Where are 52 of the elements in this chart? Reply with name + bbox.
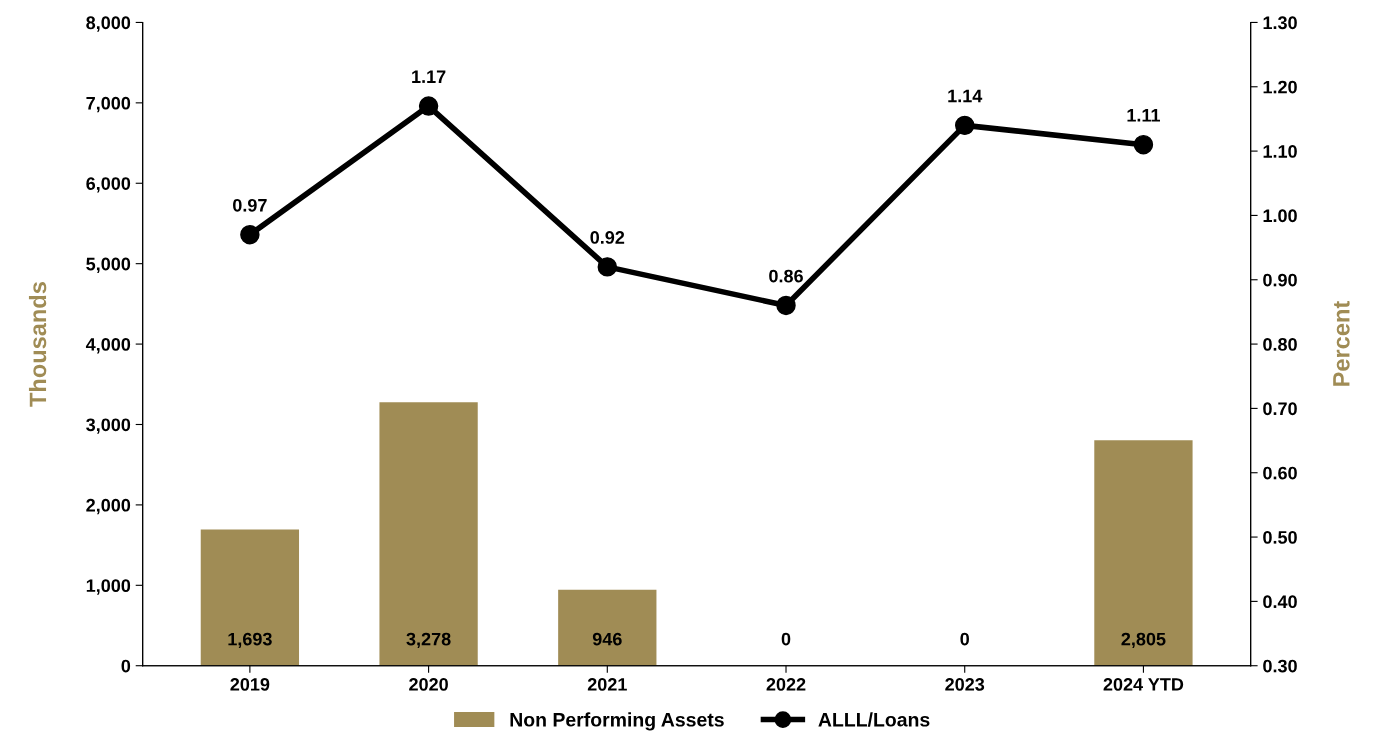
legend-label: ALLL/Loans xyxy=(818,712,930,727)
x-tick-label: 2022 xyxy=(766,678,806,691)
y2-tick-label: 1.20 xyxy=(1263,80,1297,94)
y2-tick-label: 0.70 xyxy=(1263,402,1297,416)
x-tick-label: 2024 YTD xyxy=(1103,678,1184,691)
y-axis-title: Thousands xyxy=(28,282,47,407)
point xyxy=(1133,134,1154,155)
point xyxy=(776,295,796,316)
y2-axis-title: Percent xyxy=(1333,301,1350,386)
y2-tick-label: 0.40 xyxy=(1263,595,1297,609)
legend-label: Non Performing Assets xyxy=(510,712,724,731)
bar xyxy=(379,402,478,666)
data-label: 0 xyxy=(781,632,791,646)
point xyxy=(954,115,975,136)
point xyxy=(240,224,260,245)
y2-tick-label: 0.90 xyxy=(1263,273,1297,287)
bar xyxy=(558,589,657,666)
data-label: 1.14 xyxy=(948,89,983,103)
point xyxy=(597,257,618,277)
y2-tick-label: 0.60 xyxy=(1263,466,1297,480)
x-tick-label: 2021 xyxy=(587,678,627,691)
data-label: 1.11 xyxy=(1127,109,1160,122)
x-tick-label: 2023 xyxy=(945,678,985,691)
data-label: 946 xyxy=(592,632,622,646)
y2-tick-label: 1.00 xyxy=(1263,209,1297,223)
x-tick-label: 2019 xyxy=(230,678,270,691)
data-label: 1,693 xyxy=(228,632,272,649)
bar xyxy=(1094,440,1193,666)
data-label: 2,805 xyxy=(1121,632,1166,649)
y-tick-label: 7,000 xyxy=(86,96,131,113)
data-label: 1.17 xyxy=(412,70,446,83)
y-tick-label: 3,000 xyxy=(86,418,131,434)
y-tick-label: 1,000 xyxy=(86,579,131,595)
data-label: 0.92 xyxy=(590,231,625,244)
y2-tick-label: 1.10 xyxy=(1263,145,1297,158)
y2-tick-label: 0.50 xyxy=(1263,531,1297,544)
data-label: 0 xyxy=(960,632,969,646)
y-tick-label: 2,000 xyxy=(86,498,131,515)
y-tick-label: 5,000 xyxy=(86,257,131,274)
bar xyxy=(200,529,300,666)
data-label: 0.86 xyxy=(769,269,803,283)
point xyxy=(418,96,439,116)
y2-tick-label: 0.30 xyxy=(1263,659,1297,673)
data-label: 3,278 xyxy=(406,632,451,649)
y-tick-label: 8,000 xyxy=(86,16,131,32)
x-tick-label: 2020 xyxy=(409,678,448,691)
y-tick-label: 0 xyxy=(121,659,131,673)
data-label: 0.97 xyxy=(233,198,267,212)
y-tick-label: 6,000 xyxy=(86,177,131,193)
y2-tick-label: 0.80 xyxy=(1263,338,1297,351)
y2-tick-label: 1.30 xyxy=(1263,16,1297,30)
y-tick-label: 4,000 xyxy=(85,338,131,354)
